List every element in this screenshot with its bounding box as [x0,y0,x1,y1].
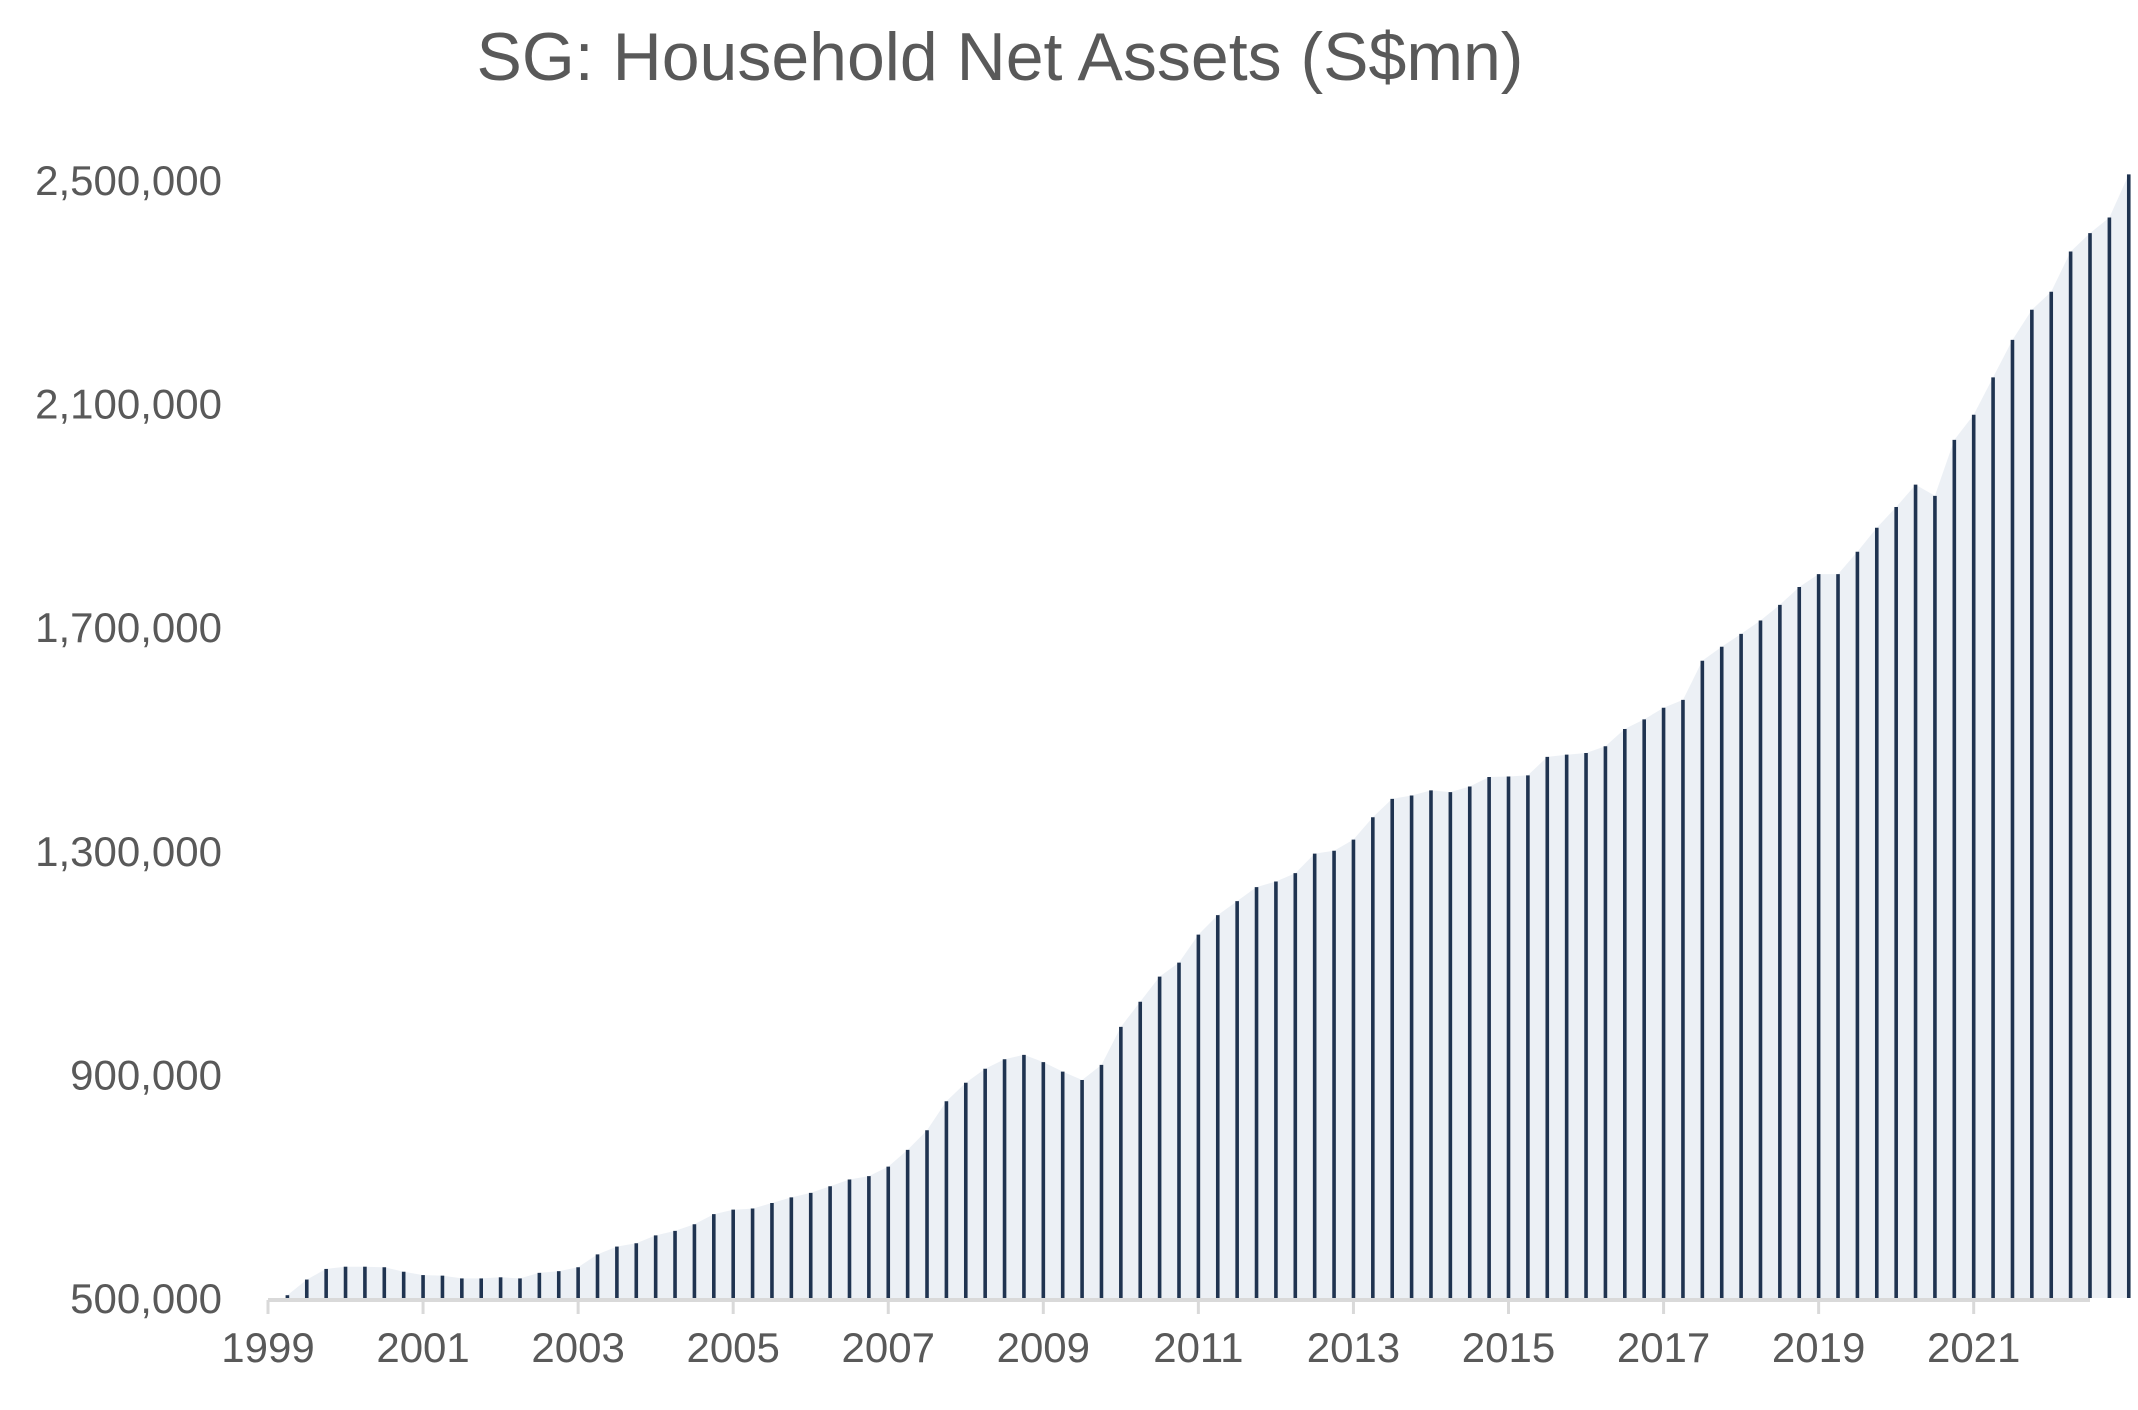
y-tick-labels: 500,000 900,000 1,300,000 1,700,000 2,100,00… [35,157,222,1322]
x-tick-label: 2007 [842,1324,935,1371]
x-tick-label: 1999 [221,1324,314,1371]
x-tick-label: 2021 [1927,1324,2020,1371]
area-fill [287,174,2129,1298]
x-tick-label: 2001 [376,1324,469,1371]
x-tick-labels: 1999 2001 2003 2005 2007 2009 2011 2013 2015 2017… [221,1324,2020,1371]
x-tick-label: 2011 [1153,1324,1243,1371]
y-tick-label: 900,000 [70,1051,222,1098]
x-tick-label: 2015 [1462,1324,1555,1371]
y-tick-label: 2,500,000 [35,157,222,204]
x-tick-label: 2005 [686,1324,779,1371]
x-tick-label: 2017 [1617,1324,1710,1371]
y-tick-label: 1,700,000 [35,604,222,651]
x-tick-label: 2003 [531,1324,624,1371]
x-tick-label: 2009 [997,1324,1090,1371]
chart-title: SG: Household Net Assets (S$mn) [476,19,1524,95]
y-tick-label: 1,300,000 [35,828,222,875]
stem-layer [285,174,2131,1298]
y-tick-label: 500,000 [70,1275,222,1322]
axis-layer [266,1298,2090,1314]
y-tick-label: 2,100,000 [35,381,222,428]
x-tick-label: 2013 [1307,1324,1400,1371]
x-tick-label: 2019 [1772,1324,1865,1371]
area-fill-layer [287,174,2129,1298]
